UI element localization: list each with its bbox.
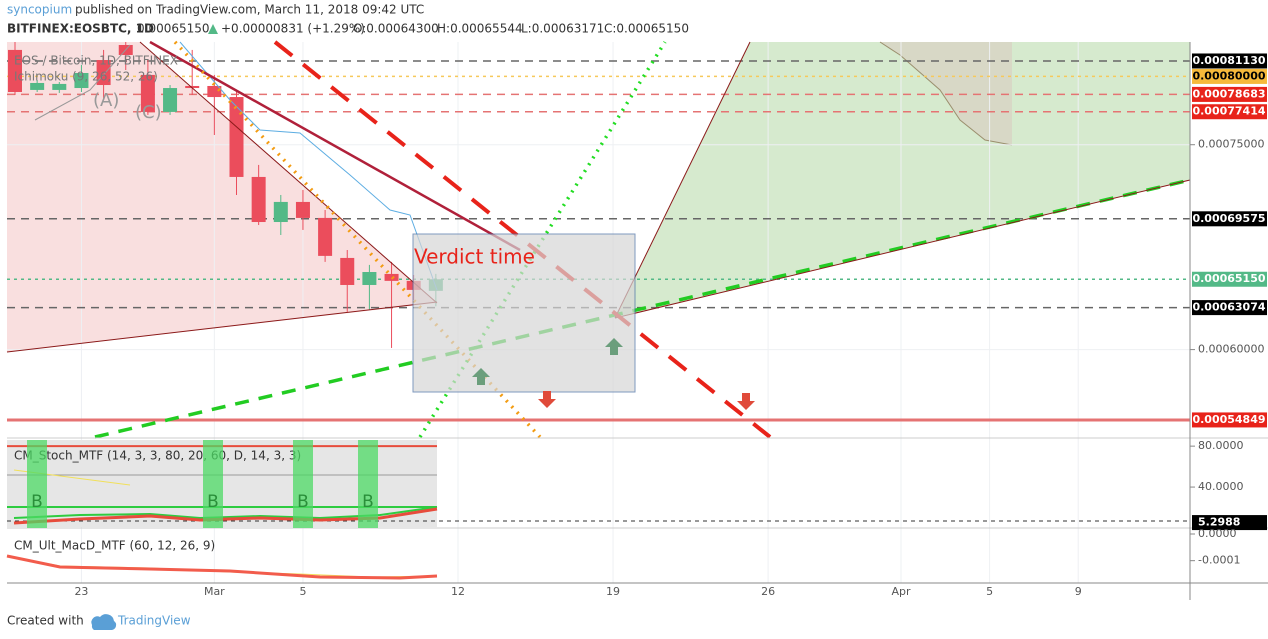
x-tick-label: 19: [606, 585, 620, 598]
price-label-bg: [1192, 104, 1267, 120]
wave-line: [34, 44, 131, 121]
price-label: 0.00078683: [1192, 87, 1265, 100]
price-label: 0.00063074: [1192, 301, 1265, 314]
y-tick-label: 40.0000: [1198, 480, 1244, 493]
candle-body: [8, 49, 22, 92]
ohlc-close: C:0.00065150: [604, 22, 689, 36]
stoch-title: CM_Stoch_MTF (14, 3, 3, 80, 20, 60, D, 1…: [14, 449, 301, 463]
drawings: Verdict time (A) (C) EOS / Bitcoin, 1D, …: [6, 40, 1191, 439]
price-label-bg: [1192, 86, 1267, 102]
published: published on TradingView.com, March 11, …: [75, 3, 424, 17]
change: +0.00000831 (+1.29%): [221, 22, 365, 36]
ohlc-open: O:0.00064300: [353, 22, 439, 36]
price-label: 0.00054849: [1192, 413, 1265, 426]
buy-zone: [358, 440, 378, 528]
trend-line: [149, 40, 521, 252]
x-tick-label: 26: [761, 585, 775, 598]
arrow-up: [472, 368, 490, 385]
x-tick-label: 9: [1075, 585, 1082, 598]
x-tick-label: 5: [986, 585, 993, 598]
y-tick-label: 0.0000: [1198, 527, 1237, 540]
x-tick-label: 23: [74, 585, 88, 598]
candles: [8, 42, 443, 348]
candle-body: [295, 201, 310, 218]
candle-body: [340, 257, 355, 285]
buy-signal: B: [31, 492, 43, 512]
ichimoku-line: [179, 41, 438, 291]
buy-signal: B: [297, 492, 309, 512]
arrow-down: [737, 393, 755, 410]
x-tick-label: Apr: [891, 585, 911, 598]
x-tick-label: 5: [299, 585, 306, 598]
candle-body: [140, 74, 155, 112]
candle-body: [273, 201, 288, 223]
price-label: 0.00065150: [1192, 272, 1265, 285]
candle-body: [362, 272, 377, 285]
wave-label: (C): [135, 102, 162, 123]
price-label-bg: [1192, 515, 1267, 531]
price-label-bg: [1192, 68, 1267, 84]
price-label: 0.00081130: [1192, 54, 1265, 67]
trend-line: [139, 41, 438, 304]
last: 0.00065150: [137, 22, 210, 36]
candle-body: [207, 85, 222, 98]
symbol: BITFINEX:EOSBTC, 1D: [7, 22, 154, 36]
candle-body: [318, 217, 333, 256]
macd-title: CM_Ult_MacD_MTF (60, 12, 26, 9): [14, 539, 215, 553]
verdict-text: Verdict time: [414, 245, 535, 269]
wave-label: (A): [93, 90, 119, 111]
candle-body: [163, 88, 178, 112]
up-icon: [208, 24, 218, 34]
legend-indicator: Ichimoku (9, 26, 52, 26): [14, 70, 158, 84]
y-tick-label: 80.0000: [1198, 439, 1244, 452]
x-tick-label: Mar: [204, 585, 225, 598]
candle-body: [229, 97, 244, 177]
trend-line: [6, 301, 438, 353]
trend-line: [614, 41, 751, 319]
price-label-bg: [1192, 211, 1267, 227]
price-label-bg: [1192, 412, 1267, 428]
projection: [94, 178, 1191, 439]
candle-body: [52, 83, 67, 90]
trend-line: [614, 179, 1191, 319]
candle-body: [384, 273, 399, 281]
y-tick-label: 0.00060000: [1198, 343, 1264, 356]
price-label-bg: [1192, 53, 1267, 69]
price-label: 0.00069575: [1192, 212, 1265, 225]
arrow-down: [538, 391, 556, 408]
price-label: 5.2988: [1198, 516, 1240, 529]
buy-zone: [203, 440, 223, 528]
arrow-up: [605, 338, 623, 355]
buy-zone: [293, 440, 313, 528]
author[interactable]: syncopium: [7, 3, 72, 17]
y-tick-label: 0.00075000: [1198, 138, 1264, 151]
candle-body: [30, 82, 45, 90]
y-tick-label: -0.0001: [1198, 554, 1240, 567]
price-label: 0.00080000: [1192, 69, 1265, 82]
macd-line: [6, 554, 438, 580]
brand[interactable]: TradingView: [117, 614, 191, 628]
candle-body: [185, 85, 200, 89]
candle-body: [74, 73, 89, 89]
ohlc-high: H:0.00065544: [437, 22, 523, 36]
x-tick-label: 12: [451, 585, 465, 598]
shade: [880, 42, 1012, 145]
verdict-box: [412, 233, 636, 393]
logo: [91, 614, 117, 630]
price-label: 0.00077414: [1192, 105, 1265, 118]
buy-signal: B: [207, 492, 219, 512]
buy-signal: B: [362, 492, 374, 512]
shade: [7, 42, 437, 352]
buy-zone: [27, 440, 47, 528]
ohlc-low: L:0.00063171: [521, 22, 604, 36]
legend-title: EOS / Bitcoin, 1D, BITFINEX: [14, 54, 178, 68]
candle-body: [251, 176, 266, 223]
created: Created with: [7, 614, 84, 628]
price-label-bg: [1192, 271, 1267, 287]
price-label-bg: [1192, 300, 1267, 316]
